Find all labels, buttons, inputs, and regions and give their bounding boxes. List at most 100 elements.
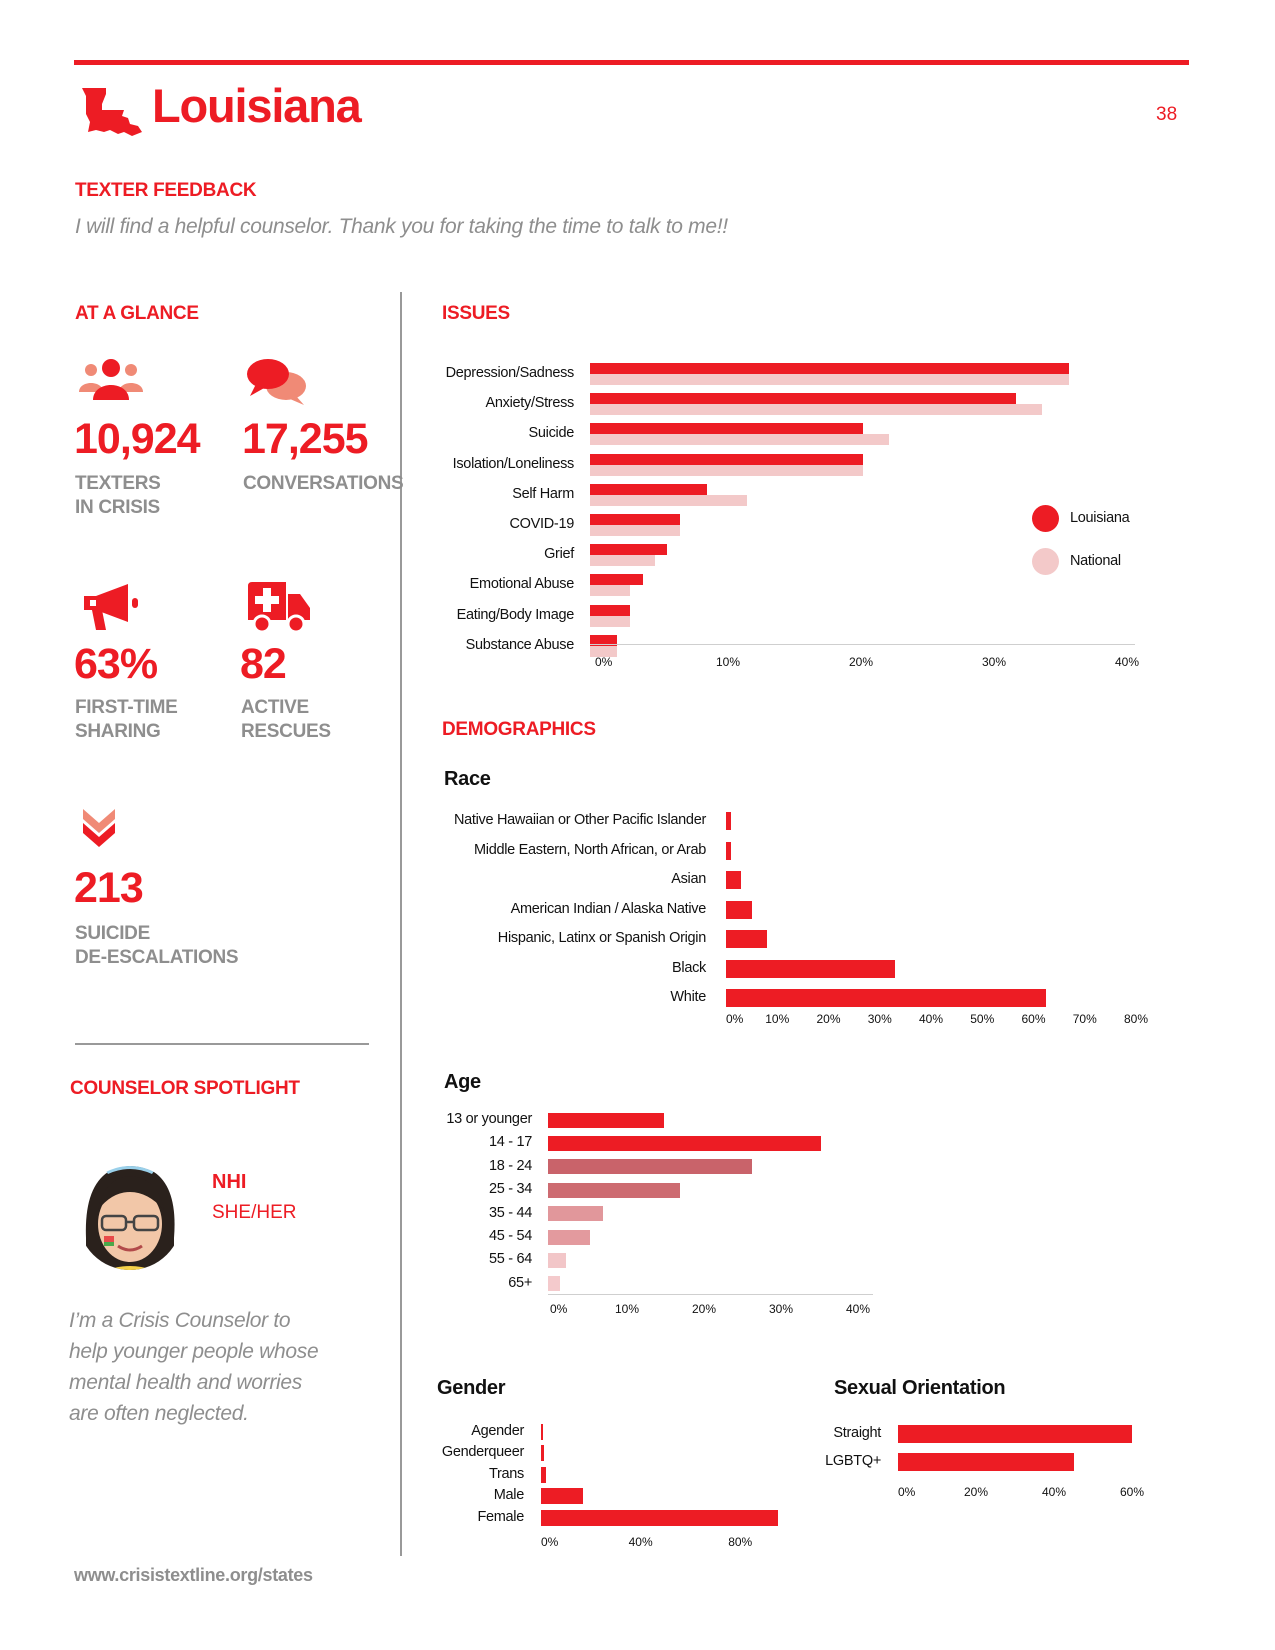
issues-category-label: Eating/Body Image	[456, 606, 575, 623]
issues-bar-national	[590, 404, 1043, 416]
orientation-chart-title: Sexual Orientation	[834, 1377, 1006, 1399]
texter-feedback-title: TEXTER FEEDBACK	[75, 180, 257, 201]
counselor-avatar	[78, 1166, 182, 1270]
age-category-label: 14 - 17	[488, 1134, 532, 1151]
race-category-label: White	[670, 989, 706, 1005]
age-chart-title: Age	[444, 1071, 481, 1093]
counselor-quote-line: help younger people whose	[69, 1340, 319, 1363]
age-bar	[548, 1159, 753, 1175]
issues-bar-national	[590, 525, 681, 536]
issues-bar-louisiana	[590, 574, 644, 586]
gender-bar	[541, 1509, 778, 1526]
double-chevron-down-icon	[83, 809, 115, 847]
demographics-title: DEMOGRAPHICS	[442, 719, 596, 740]
first-time-sharing-value: 63%	[74, 640, 158, 688]
race-bar	[726, 989, 1047, 1007]
issues-bar-national	[590, 555, 656, 567]
age-category-label: 25 - 34	[488, 1181, 532, 1198]
page-number: 38	[1156, 104, 1178, 125]
issues-bar-national	[590, 615, 630, 627]
age-tick-label: 0%	[550, 1302, 568, 1316]
gender-category-label: Trans	[488, 1465, 524, 1482]
issues-category-label: Self Harm	[512, 485, 574, 502]
suicide-de-escalations-value: 213	[74, 864, 144, 912]
gender-category-label: Male	[493, 1487, 525, 1504]
column-divider	[400, 292, 402, 1556]
gender-bar	[541, 1488, 584, 1505]
race-category-label: Hispanic, Latinx or Spanish Origin	[497, 930, 707, 946]
active-rescues-label-1: ACTIVE	[241, 697, 309, 718]
suicide-de-escalations-label-1: SUICIDE	[75, 923, 150, 944]
race-tick-label: 10%	[765, 1012, 790, 1026]
age-category-label: 55 - 64	[488, 1251, 532, 1268]
issues-category-label: Emotional Abuse	[469, 576, 575, 593]
gender-bar	[541, 1445, 544, 1462]
ambulance-icon	[248, 582, 310, 634]
texters-in-crisis-label-2: IN CRISIS	[75, 497, 160, 518]
issues-bar-national	[590, 494, 747, 506]
age-bar	[548, 1206, 604, 1222]
issues-title: ISSUES	[442, 303, 510, 324]
issues-bar-louisiana	[590, 393, 1016, 405]
age-category-label: 65+	[508, 1274, 532, 1291]
race-bar	[726, 930, 767, 948]
issues-bar-louisiana	[590, 363, 1069, 374]
race-tick-label: 50%	[970, 1012, 995, 1026]
issues-tick-label: 30%	[982, 655, 1007, 669]
gender-bar	[541, 1466, 546, 1483]
orientation-tick-label: 60%	[1120, 1485, 1145, 1499]
orientation-category-label: Straight	[833, 1425, 881, 1441]
race-category-label: Asian	[671, 871, 706, 887]
counselor-spotlight-title: COUNSELOR SPOTLIGHT	[70, 1078, 300, 1099]
race-bar	[726, 871, 742, 889]
counselor-quote-line: mental health and worries	[69, 1371, 302, 1394]
race-tick-label: 60%	[1021, 1012, 1046, 1026]
left-column-rule	[75, 1043, 369, 1045]
orientation-bar	[898, 1453, 1074, 1471]
age-tick-label: 20%	[692, 1302, 717, 1316]
issues-bar-national	[590, 464, 863, 476]
issues-bar-louisiana	[590, 453, 863, 465]
issues-bar-louisiana	[590, 483, 708, 495]
race-tick-label: 0%	[726, 1012, 744, 1026]
conversations-value: 17,255	[242, 415, 369, 463]
counselor-quote-line: I’m a Crisis Counselor to	[69, 1309, 291, 1332]
orientation-tick-label: 20%	[964, 1485, 989, 1499]
age-bar	[548, 1182, 681, 1198]
issues-bar-national	[590, 374, 1069, 385]
age-category-label: 18 - 24	[488, 1157, 532, 1174]
gender-bar	[541, 1424, 543, 1440]
texters-in-crisis-value: 10,924	[74, 415, 201, 463]
counselor-quote: I’m a Crisis Counselor to help younger p…	[69, 1305, 319, 1429]
suicide-de-escalations-label-2: DE-ESCALATIONS	[75, 947, 239, 968]
people-icon	[79, 359, 143, 400]
at-a-glance-title: AT A GLANCE	[75, 303, 199, 324]
active-rescues-value: 82	[240, 640, 287, 688]
race-tick-label: 80%	[1124, 1012, 1149, 1026]
age-bar	[548, 1112, 664, 1128]
race-tick-label: 40%	[919, 1012, 944, 1026]
issues-category-label: Depression/Sadness	[445, 365, 575, 381]
gender-tick-label: 40%	[628, 1535, 653, 1549]
race-category-label: Middle Eastern, North African, or Arab	[474, 841, 706, 858]
issues-bar-national	[590, 585, 630, 597]
orientation-tick-label: 40%	[1042, 1485, 1067, 1499]
race-category-label: Black	[672, 959, 706, 976]
first-time-sharing-label-2: SHARING	[75, 721, 161, 742]
legend-louisiana-label: Louisiana	[1070, 510, 1130, 526]
race-bar	[726, 841, 732, 860]
race-tick-label: 30%	[867, 1012, 892, 1026]
issues-category-label: Anxiety/Stress	[485, 395, 575, 412]
gender-tick-label: 80%	[728, 1535, 753, 1549]
state-title: Louisiana	[152, 79, 362, 132]
gender-chart-title: Gender	[437, 1377, 506, 1399]
age-bar	[548, 1135, 822, 1151]
issues-tick-label: 0%	[595, 655, 613, 669]
race-category-label: Native Hawaiian or Other Pacific Islande…	[453, 812, 706, 828]
age-category-label: 35 - 44	[488, 1204, 532, 1221]
gender-tick-label: 0%	[541, 1535, 559, 1549]
age-tick-label: 10%	[615, 1302, 640, 1316]
race-bar	[726, 959, 896, 978]
top-rule	[74, 60, 1189, 65]
counselor-quote-line: are often neglected.	[69, 1402, 249, 1425]
